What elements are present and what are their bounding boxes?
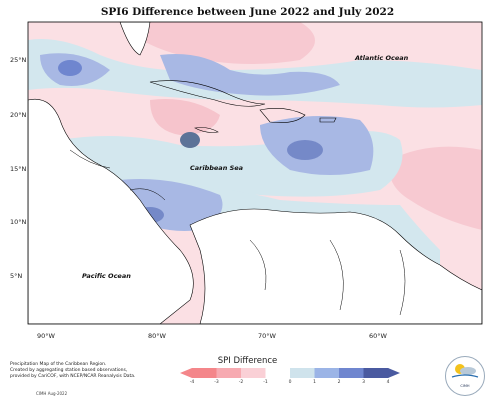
spi-dry-region-central [150,99,220,135]
credit-line: provided by CariCOF, with NCEP/NCAR Rean… [10,374,136,379]
legend-tick-label: 0 [288,380,292,385]
land-florida [119,22,151,56]
legend-tick-label: -2 [238,380,244,385]
map-title: SPI6 Difference between June 2022 and Ju… [100,6,395,18]
legend-tick-label: -3 [214,380,219,385]
legend-colorbar [180,368,400,378]
land-puerto-rico [319,117,337,123]
lat-label-25n: 25°N [10,56,27,64]
border-internal [69,149,406,316]
spi-wet-core-2 [180,132,200,148]
label-pacific-ocean: Pacific Ocean [82,272,131,280]
legend-swatch [363,368,389,378]
legend-tick-label: 4 [386,380,390,385]
spi-wet-band-north [28,39,482,108]
lat-label-20n: 20°N [10,111,27,119]
logo-text: CIMH [460,384,470,388]
land-central-america [28,98,194,324]
label-caribbean-sea: Caribbean Sea [190,164,244,172]
legend-tick-label: 2 [337,380,341,385]
legend-swatch [192,368,217,378]
legend-title: SPI Difference [217,356,278,366]
land-hispaniola [259,108,306,123]
legend-tick-label: 1 [313,380,316,385]
label-atlantic-ocean: Atlantic Ocean [355,54,409,62]
sun-icon [451,364,479,378]
lon-label-90w: 90°W [37,332,55,340]
legend-swatch [241,368,266,378]
lat-label-5n: 5°N [10,272,23,280]
legend-swatch [339,368,364,378]
legend-arrow-left [180,368,192,378]
legend-tick-label: -4 [189,380,195,385]
lon-label-70w: 70°W [258,332,276,340]
legend-tick-label: -1 [263,380,268,385]
issue-date: CIMH Aug-2022 [36,391,68,396]
legend-swatch [314,368,340,378]
lat-label-10n: 10°N [10,218,27,226]
lon-label-60w: 60°W [369,332,387,340]
legend-arrow-right [388,368,400,378]
spi-wet-mid-bahamas [160,54,340,96]
legend-swatch [265,368,291,378]
lat-label-15n: 15°N [10,165,27,173]
legend-swatch [216,368,242,378]
spi-dry-region-north [120,22,315,64]
legend-tick-label: 3 [362,380,365,385]
credit-line: Created by aggregating station based obs… [10,368,128,373]
spi-wet-core-3 [287,140,323,160]
land-jamaica [194,127,219,133]
credit-text: Precipitation Map of the Caribbean Regio… [10,362,160,380]
spi-dry-region-east [389,146,482,230]
map-frame [27,21,483,325]
credit-line: Precipitation Map of the Caribbean Regio… [10,362,107,367]
spi-wet-core-1 [58,60,82,76]
lon-label-80w: 80°W [148,332,166,340]
land-cuba [149,80,266,107]
legend-swatch [290,368,315,378]
cimh-logo: CIMH [445,356,485,396]
